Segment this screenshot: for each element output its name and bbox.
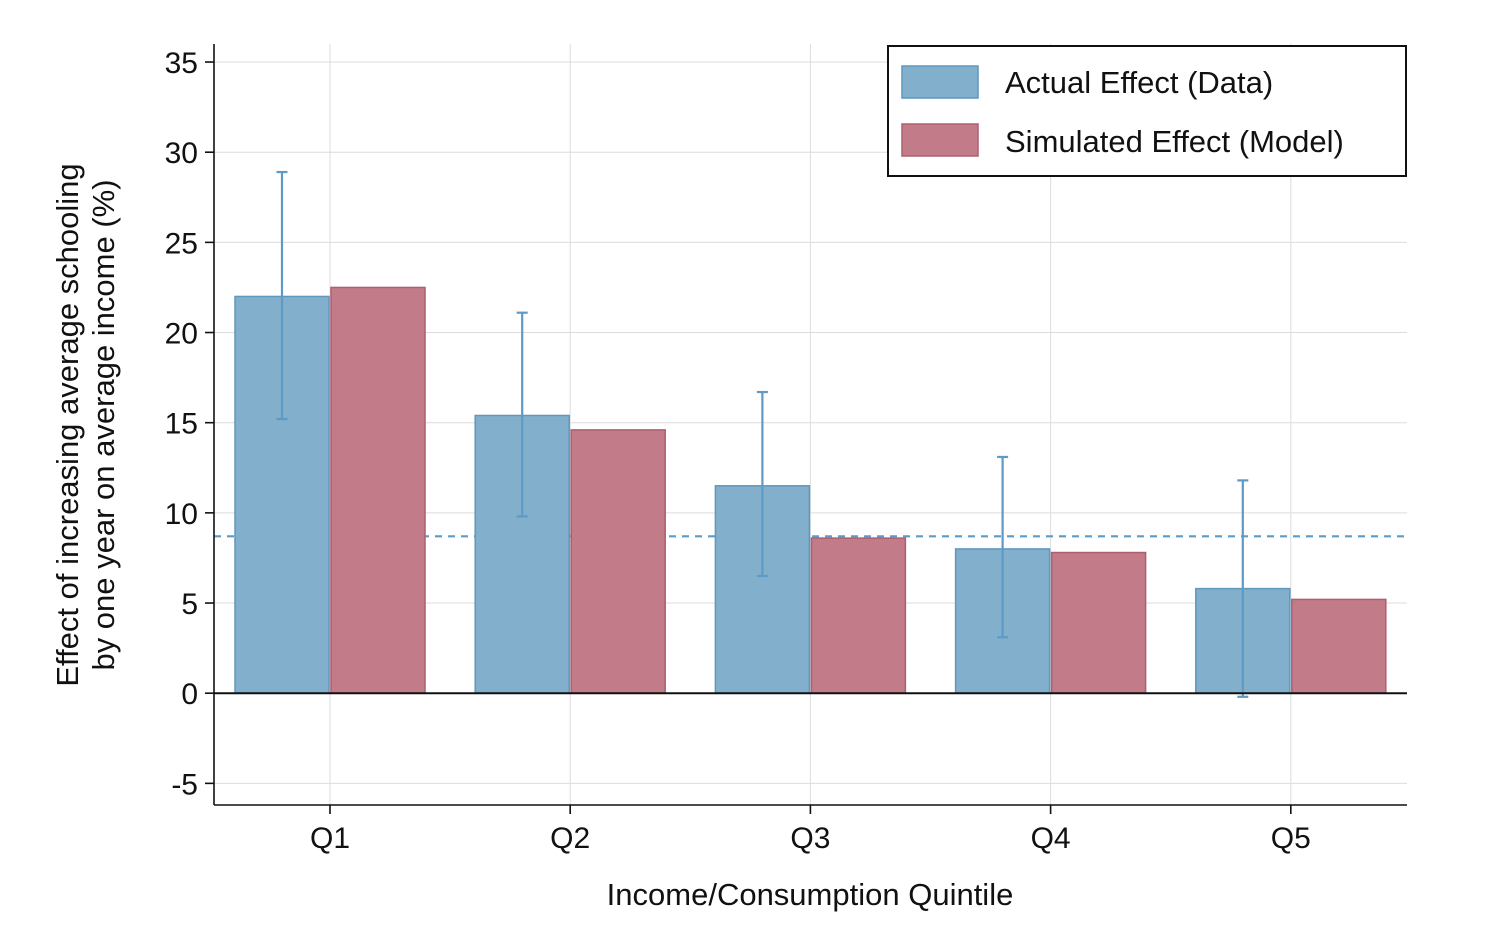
error-bar-q2 <box>516 311 528 518</box>
error-bar-q3 <box>756 390 768 578</box>
x-tick-label-q4: Q4 <box>1031 822 1071 855</box>
y-tick-label: 5 <box>181 588 198 621</box>
y-tick-labels: -5 0 5 10 15 20 25 30 35 <box>165 47 198 801</box>
error-bar-q4 <box>997 455 1009 639</box>
y-tick-label: 10 <box>165 498 198 531</box>
bar-simulated-q4 <box>1050 551 1147 694</box>
y-tick-label: 20 <box>165 318 198 351</box>
error-bar-q5 <box>1237 479 1249 698</box>
y-tick-label: 35 <box>165 47 198 80</box>
bar-simulated-q1 <box>330 286 426 694</box>
y-tick-label: 15 <box>165 408 198 441</box>
axes <box>205 44 1407 814</box>
x-tick-label-q3: Q3 <box>790 822 830 855</box>
error-bars <box>276 170 1249 698</box>
y-tick-label: 25 <box>165 227 198 260</box>
y-tick-label: 0 <box>181 678 198 711</box>
x-tick-label-q5: Q5 <box>1271 822 1311 855</box>
bar-simulated-q2 <box>570 429 666 694</box>
error-bar-q1 <box>276 170 288 421</box>
legend-swatch-simulated <box>901 123 979 157</box>
y-tick-label: -5 <box>171 768 198 801</box>
legend-label-simulated: Simulated Effect (Model) <box>1005 124 1344 159</box>
x-tick-label-q2: Q2 <box>550 822 590 855</box>
legend-swatch-actual <box>901 65 979 99</box>
x-axis-title: Income/Consumption Quintile <box>607 877 1014 912</box>
bars <box>234 286 1387 694</box>
bar-simulated-q3 <box>810 537 907 694</box>
x-tick-labels: Q1 Q2 Q3 Q4 Q5 <box>310 822 1311 855</box>
bar-simulated-q5 <box>1291 598 1387 694</box>
x-tick-label-q1: Q1 <box>310 822 350 855</box>
y-axis-title: Effect of increasing average schooling b… <box>50 163 121 686</box>
legend-label-actual: Actual Effect (Data) <box>1005 65 1273 100</box>
legend: Actual Effect (Data) Simulated Effect (M… <box>887 45 1407 177</box>
y-axis-title-line-1: Effect of increasing average schooling <box>50 163 85 686</box>
y-tick-label: 30 <box>165 137 198 170</box>
y-axis-title-line-2: by one year on average income (%) <box>86 179 121 670</box>
